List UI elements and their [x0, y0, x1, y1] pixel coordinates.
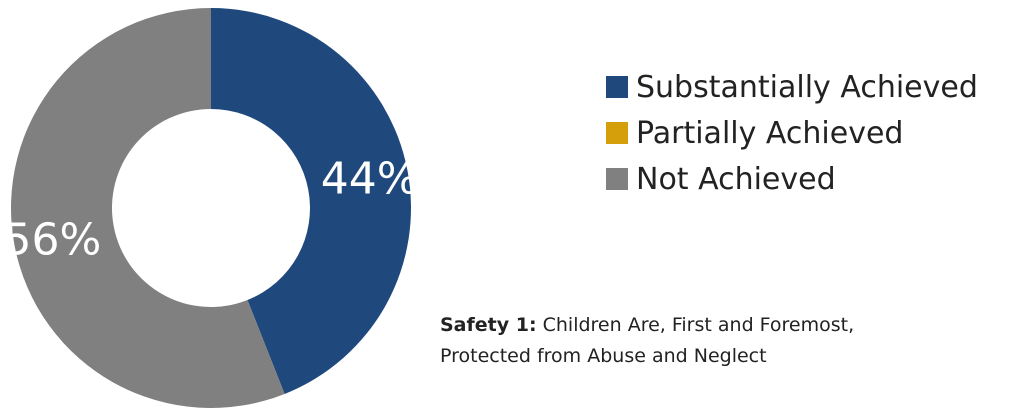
chart-legend: Substantially Achieved Partially Achieve… [606, 64, 978, 202]
legend-swatch-substantially-achieved [606, 76, 628, 98]
donut-slice-not-achieved [11, 7, 285, 408]
legend-swatch-partially-achieved [606, 122, 628, 144]
chart-caption: Safety 1: Children Are, First and Foremo… [440, 310, 860, 372]
donut-chart: 44% 56% [3, 7, 419, 408]
legend-item-partially-achieved: Partially Achieved [606, 110, 978, 156]
legend-item-substantially-achieved: Substantially Achieved [606, 64, 978, 110]
legend-item-not-achieved: Not Achieved [606, 156, 978, 202]
legend-label: Substantially Achieved [636, 69, 978, 105]
slice-value-label-not-achieved: 56% [3, 214, 101, 265]
legend-swatch-not-achieved [606, 168, 628, 190]
legend-label: Partially Achieved [636, 115, 904, 151]
slice-value-label-substantially-achieved: 44% [321, 154, 419, 205]
donut-slice-substantially-achieved [211, 8, 412, 394]
legend-label: Not Achieved [636, 161, 836, 197]
caption-title: Safety 1: [440, 314, 537, 336]
caption-text: Children Are, First and Foremost, Protec… [440, 314, 855, 367]
